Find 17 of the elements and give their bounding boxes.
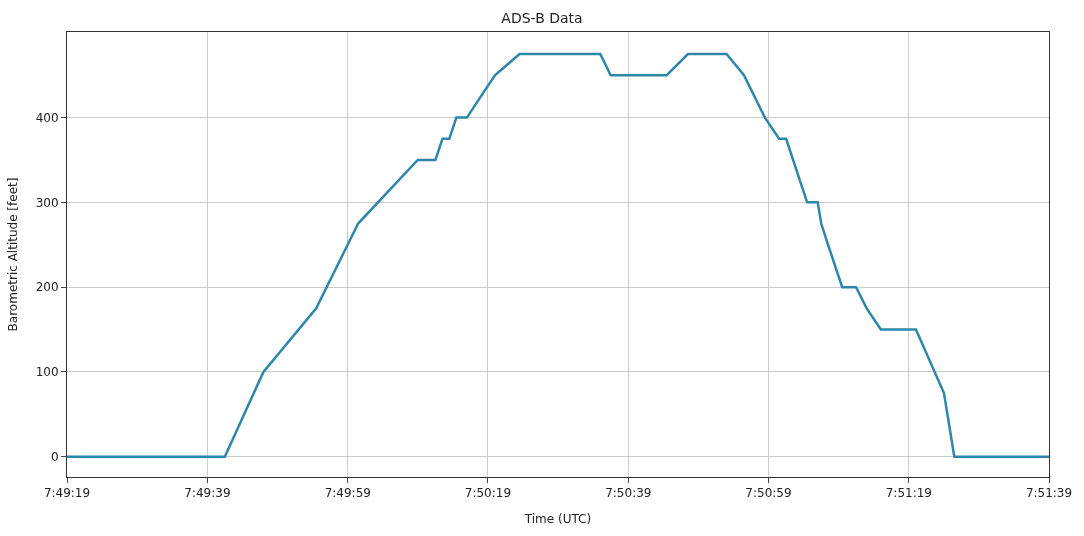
y-tick-label: 300 <box>35 195 59 210</box>
line-series <box>67 52 1049 458</box>
y-tick-label: 100 <box>35 365 59 380</box>
x-tick-label: 7:50:59 <box>745 486 792 501</box>
y-tick-label: 400 <box>35 110 59 125</box>
y-tick-label: 0 <box>50 449 59 464</box>
x-axis-title: Time (UTC) <box>523 512 592 527</box>
x-tick-label: 7:50:19 <box>464 486 512 501</box>
x-tick-label: 7:49:59 <box>324 486 371 501</box>
x-tick-label: 7:51:19 <box>885 486 932 501</box>
x-tick-label: 7:49:19 <box>43 486 91 501</box>
chart-title: ADS-B Data <box>501 10 583 27</box>
y-axis-title: Barometric Altitude [feet] <box>5 177 20 332</box>
y-tick-label: 200 <box>35 280 59 295</box>
x-tick-label: 7:50:39 <box>605 486 652 501</box>
x-tick-label: 7:51:39 <box>1025 486 1073 501</box>
x-tick-label: 7:49:39 <box>184 486 231 501</box>
